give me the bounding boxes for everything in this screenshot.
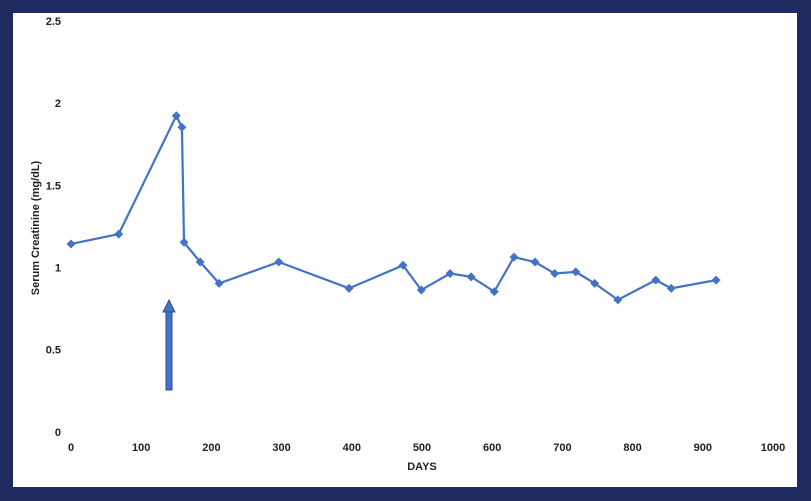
y-axis-title: Serum Creatinine (mg/dL) — [30, 160, 42, 295]
data-point — [179, 237, 189, 247]
x-axis-title: DAYS — [407, 461, 437, 473]
y-tick-label: 0.5 — [46, 345, 61, 357]
x-tick-label: 700 — [553, 442, 571, 454]
data-point — [344, 283, 354, 293]
data-point — [571, 267, 581, 277]
x-tick-label: 1000 — [761, 442, 785, 454]
data-point — [466, 272, 476, 282]
arrow-annotation — [162, 298, 176, 391]
x-tick-label: 100 — [132, 442, 150, 454]
data-point — [530, 257, 540, 267]
data-point — [666, 283, 676, 293]
y-tick-label: 2 — [55, 98, 61, 110]
x-tick-label: 600 — [483, 442, 501, 454]
data-point — [195, 257, 205, 267]
y-tick-label: 1.5 — [46, 180, 61, 192]
data-point — [711, 275, 721, 285]
data-point — [398, 260, 408, 270]
data-point — [171, 111, 181, 121]
x-tick-label: 800 — [623, 442, 641, 454]
data-point — [445, 269, 455, 279]
x-tick-label: 0 — [68, 442, 74, 454]
x-tick-label: 400 — [343, 442, 361, 454]
data-point — [114, 229, 124, 239]
data-point — [416, 285, 426, 295]
data-point — [550, 269, 560, 279]
data-point — [651, 275, 661, 285]
chart-panel — [13, 13, 797, 487]
y-tick-label: 1 — [55, 263, 61, 275]
data-point — [613, 295, 623, 305]
data-point — [590, 278, 600, 288]
data-point — [66, 239, 76, 249]
x-tick-label: 900 — [694, 442, 712, 454]
data-point — [489, 287, 499, 297]
x-tick-label: 500 — [413, 442, 431, 454]
x-tick-label: 200 — [202, 442, 220, 454]
x-tick-label: 300 — [272, 442, 290, 454]
data-point — [509, 252, 519, 262]
data-point — [214, 278, 224, 288]
y-tick-label: 2.5 — [46, 16, 61, 28]
data-point — [177, 122, 187, 132]
data-point — [274, 257, 284, 267]
y-tick-label: 0 — [55, 427, 61, 439]
